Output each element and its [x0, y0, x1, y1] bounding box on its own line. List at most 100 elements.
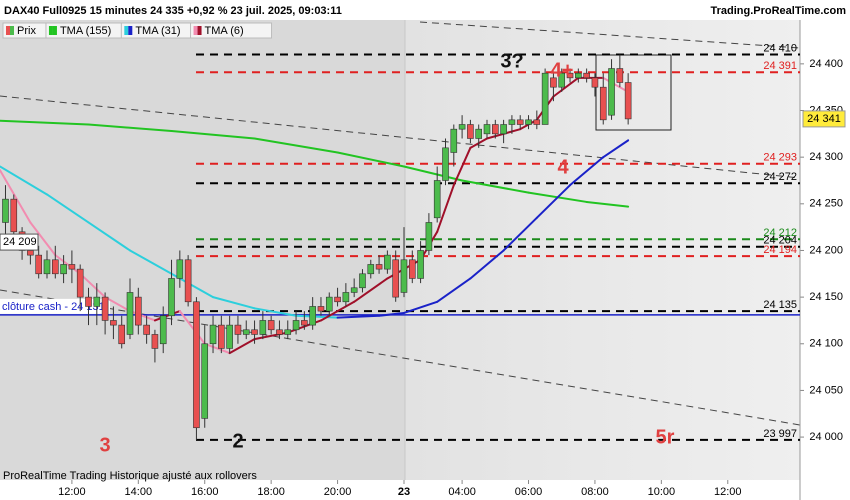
candle: [276, 320, 283, 340]
level-label: 24 272: [763, 171, 797, 183]
candle-body: [76, 268, 84, 298]
candle: [500, 119, 507, 144]
candle-body: [276, 329, 283, 335]
ma-segment: [253, 137, 339, 154]
candle: [575, 68, 582, 83]
ma-segment: [0, 165, 48, 196]
legend-swatch: [10, 26, 14, 35]
candle-body: [367, 264, 375, 275]
left-label-box: [0, 233, 39, 251]
ma-segment: [29, 221, 57, 257]
legend-label: Prix: [17, 25, 36, 37]
ma-segment: [170, 130, 256, 140]
candle-body: [325, 296, 333, 312]
candle-body: [135, 296, 142, 326]
ma-segment: [452, 146, 472, 187]
legend-swatch: [48, 26, 53, 35]
trend-line: [419, 21, 801, 49]
candle-body: [392, 259, 399, 298]
candle: [442, 138, 449, 186]
candle: [76, 264, 84, 312]
candle: [384, 250, 391, 274]
candle-body: [508, 119, 516, 125]
candle: [110, 306, 117, 340]
ma-segment: [253, 307, 298, 317]
candle: [408, 250, 416, 284]
ma-segment: [79, 272, 107, 299]
level-label: 24 212: [763, 227, 797, 239]
candle-body: [301, 320, 308, 326]
candle-body: [375, 264, 383, 270]
trend-line: [0, 95, 801, 179]
ma-segment: [228, 338, 256, 355]
candle-body: [251, 329, 258, 335]
ma-segment: [602, 76, 630, 93]
x-tick-label: 23: [398, 486, 410, 498]
candle-body: [267, 320, 275, 331]
candle: [226, 315, 233, 354]
x-tick-label: 14:00: [125, 486, 153, 498]
ma-segment: [87, 221, 132, 252]
chart-title: DAX40 Full0925 15 minutes 24 335 +0,92 %…: [4, 5, 342, 17]
ma-segment: [104, 296, 132, 313]
candle: [292, 311, 300, 335]
annotation: 5r: [656, 426, 675, 448]
ma-segment: [45, 193, 90, 224]
candle: [2, 185, 9, 237]
candle-body: [151, 334, 159, 349]
candle-body: [533, 119, 541, 125]
level-label: 24 293: [763, 152, 797, 164]
candle-body: [68, 264, 76, 270]
ma-segment: [469, 249, 505, 280]
candle: [616, 54, 624, 88]
candle-body: [425, 222, 433, 251]
legend-swatch: [52, 26, 57, 35]
candle: [118, 315, 126, 349]
footer-note: ProRealTime Trading Historique ajusté au…: [3, 470, 257, 482]
candle: [43, 250, 51, 279]
candle-body: [475, 128, 483, 139]
annotation: 3?: [500, 50, 523, 72]
annotation: 2: [232, 430, 243, 452]
x-tick-label: 16:00: [191, 486, 219, 498]
candle-body: [85, 296, 92, 307]
candle-body: [60, 264, 67, 275]
candle: [68, 250, 76, 284]
ma-segment: [0, 119, 90, 126]
candle-body: [575, 72, 582, 79]
candle-body: [516, 119, 524, 125]
candle: [400, 227, 408, 298]
ma-segment: [461, 179, 530, 194]
candle-body: [400, 259, 408, 293]
candle: [591, 73, 599, 97]
ma-segment: [402, 300, 439, 314]
candle: [234, 315, 242, 344]
candle-body: [110, 320, 117, 326]
x-tick-label: 04:00: [448, 486, 476, 498]
candle-body: [176, 259, 184, 279]
ma-segment: [295, 314, 339, 319]
candle: [433, 166, 441, 223]
candle: [508, 115, 516, 134]
candle: [184, 255, 192, 307]
candle-body: [43, 259, 51, 275]
level-label: 24 391: [763, 60, 797, 72]
candle-body: [284, 329, 292, 335]
candle-body: [10, 198, 18, 233]
candle-body: [168, 278, 175, 317]
candle: [425, 213, 433, 256]
candle: [375, 255, 383, 274]
candle-body: [118, 324, 126, 345]
candle-body: [500, 124, 507, 135]
candle-body: [143, 324, 150, 335]
legend-swatch: [197, 26, 202, 35]
ma-segment: [436, 277, 472, 303]
candle-body: [234, 324, 242, 335]
ma-segment: [535, 184, 572, 219]
ma-segment: [54, 254, 82, 275]
candle-body: [483, 124, 491, 135]
candle-body: [599, 86, 607, 121]
ma-segment: [336, 314, 381, 319]
candle-body: [292, 320, 300, 331]
candle: [209, 315, 217, 354]
